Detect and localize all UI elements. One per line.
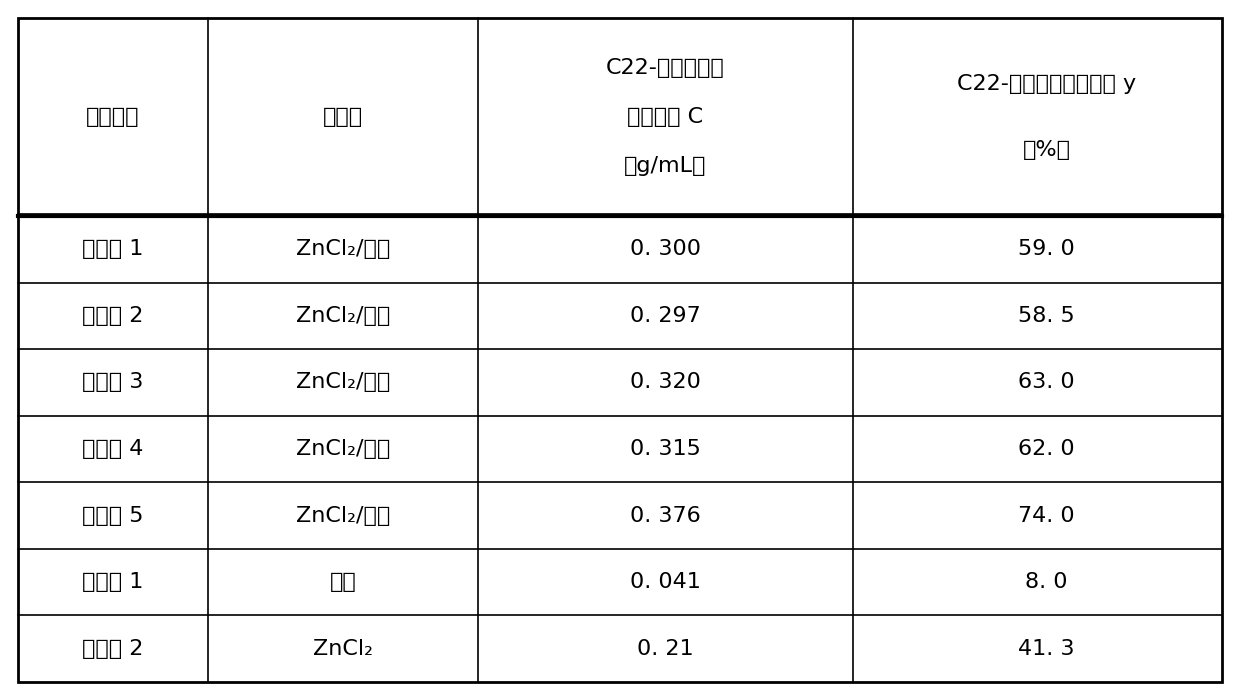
Text: ZnCl₂: ZnCl₂ [312, 638, 373, 659]
Text: ZnCl₂/凹土: ZnCl₂/凹土 [296, 306, 391, 326]
Text: 0. 315: 0. 315 [630, 439, 701, 459]
Text: 0. 041: 0. 041 [630, 572, 701, 592]
Text: 实验编号: 实验编号 [87, 107, 140, 127]
Text: 凹土: 凹土 [330, 572, 356, 592]
Text: 0. 320: 0. 320 [630, 372, 701, 393]
Text: 74. 0: 74. 0 [1018, 505, 1075, 526]
Text: 实施例 3: 实施例 3 [82, 372, 144, 393]
Text: ZnCl₂/凹土: ZnCl₂/凹土 [296, 239, 391, 259]
Text: 比较例 2: 比较例 2 [82, 638, 144, 659]
Text: 实施例 5: 实施例 5 [82, 505, 144, 526]
Text: ZnCl₂/凹土: ZnCl₂/凹土 [296, 505, 391, 526]
Text: 比较例 1: 比较例 1 [82, 572, 144, 592]
Text: ZnCl₂/凹土: ZnCl₂/凹土 [296, 372, 391, 393]
Text: C22-环脂肪三酸: C22-环脂肪三酸 [606, 57, 725, 78]
Text: 59. 0: 59. 0 [1018, 239, 1075, 259]
Text: 62. 0: 62. 0 [1018, 439, 1075, 459]
Text: （g/mL）: （g/mL） [624, 157, 707, 176]
Text: 63. 0: 63. 0 [1018, 372, 1075, 393]
Text: 0. 21: 0. 21 [637, 638, 694, 659]
Text: 0. 376: 0. 376 [630, 505, 701, 526]
Text: 酯的浓度 C: 酯的浓度 C [627, 107, 703, 127]
Text: 实施例 4: 实施例 4 [82, 439, 144, 459]
Text: 58. 5: 58. 5 [1018, 306, 1075, 326]
Text: 实施例 1: 实施例 1 [82, 239, 144, 259]
Text: C22-环脂肪三酸酯产率 y: C22-环脂肪三酸酯产率 y [957, 74, 1136, 94]
Text: 41. 3: 41. 3 [1018, 638, 1075, 659]
Text: 实施例 2: 实施例 2 [82, 306, 144, 326]
Text: 8. 0: 8. 0 [1025, 572, 1068, 592]
Text: ZnCl₂/凹土: ZnCl₂/凹土 [296, 439, 391, 459]
Text: （%）: （%） [1023, 140, 1070, 160]
Text: 0. 300: 0. 300 [630, 239, 701, 259]
Text: 0. 297: 0. 297 [630, 306, 701, 326]
Text: 催化剂: 催化剂 [322, 107, 363, 127]
